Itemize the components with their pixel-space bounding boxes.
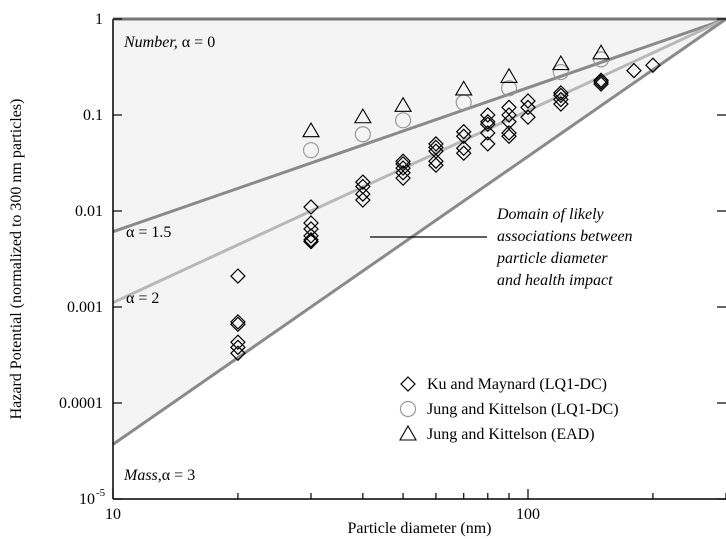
annotation-domain-line: and health impact	[497, 272, 613, 289]
point-diamond-28	[455, 140, 472, 157]
point-diamond-19	[395, 164, 411, 181]
point-diamond-8	[303, 221, 319, 237]
point-diamond-48	[593, 74, 609, 90]
y-tick-label: 1	[95, 11, 103, 28]
reference-line-alpha-1-5	[112, 17, 726, 234]
y-tick-label: 0.01	[75, 203, 103, 220]
point-diamond-5	[230, 345, 246, 362]
point-diamond-34	[479, 136, 496, 152]
point-diamond-27	[455, 128, 472, 145]
point-diamond-4	[230, 339, 246, 356]
reference-line-alpha-3	[112, 17, 726, 446]
point-diamond-33	[479, 125, 496, 141]
point-triangle-2	[394, 96, 413, 112]
point-diamond-2	[230, 316, 246, 333]
annotation-domain-line: Domain of likely	[496, 206, 605, 223]
point-diamond-12	[355, 174, 371, 190]
point-diamond-3	[230, 334, 246, 351]
y-tick-label-exp: 10	[79, 491, 95, 508]
point-triangle-3	[454, 80, 473, 96]
point-diamond-21	[428, 136, 444, 152]
point-diamond-46	[553, 96, 569, 112]
point-diamond-31	[479, 113, 496, 130]
point-diamond-16	[395, 153, 411, 170]
point-diamond-25	[428, 157, 444, 174]
y-tick-label: 0.0001	[59, 395, 103, 412]
point-diamond-20	[395, 170, 411, 186]
annotation-alpha-1-5: α = 1.5	[126, 224, 171, 241]
point-diamond-11	[303, 233, 319, 250]
point-diamond-47	[593, 72, 609, 89]
point-diamond-38	[501, 125, 517, 141]
point-diamond-50	[626, 62, 642, 79]
point-circle-1	[354, 126, 371, 143]
reference-lines	[112, 17, 726, 446]
point-diamond-41	[520, 99, 536, 116]
point-diamond-43	[553, 85, 569, 101]
legend-marker-triangle	[399, 424, 417, 441]
point-diamond-9	[303, 228, 319, 244]
point-circle-0	[302, 142, 320, 159]
point-diamond-49	[593, 76, 609, 92]
y-axis-title: Hazard Potential (normalized to 300 nm p…	[8, 99, 25, 420]
point-diamond-39	[501, 128, 517, 145]
point-diamond-51	[645, 57, 661, 74]
point-triangle-0	[302, 121, 320, 138]
annotation-number-alpha-0: Number, α = 0	[123, 34, 215, 51]
point-circle-4	[500, 80, 518, 97]
x-tick-label: 10	[105, 506, 121, 523]
point-diamond-42	[520, 109, 536, 125]
point-diamond-45	[553, 91, 569, 108]
point-diamond-44	[553, 87, 569, 104]
legend-label: Jung and Kittelson (LQ1-DC)	[427, 401, 619, 418]
legend-marker-diamond	[400, 376, 416, 392]
point-diamond-29	[455, 145, 472, 162]
point-diamond-0	[230, 268, 246, 284]
data-points	[230, 44, 661, 362]
y-tick-label: 0.1	[83, 107, 103, 124]
point-diamond-40	[520, 93, 536, 109]
y-tick-label: 0.001	[67, 299, 103, 316]
point-diamond-10	[303, 232, 319, 248]
point-diamond-30	[479, 107, 496, 123]
annotation-domain-line: particle diameter	[496, 250, 608, 267]
x-axis-title: Particle diameter (nm)	[348, 520, 492, 537]
point-diamond-1	[230, 314, 246, 330]
reference-line-alpha-2	[112, 17, 726, 304]
legend: Ku and Maynard (LQ1-DC) Jung and Kittelso…	[399, 376, 619, 443]
x-tick-label: 100	[516, 506, 540, 523]
legend-marker-circle	[399, 400, 417, 418]
point-triangle-5	[551, 54, 570, 71]
point-triangle-4	[500, 67, 518, 83]
legend-label: Ku and Maynard (LQ1-DC)	[427, 376, 607, 393]
annotation-domain-line: associations between	[497, 228, 633, 245]
axis-titles: Particle diameter (nm) Hazard Potential (…	[8, 99, 491, 537]
plot-frame	[112, 17, 726, 500]
legend-label: Jung and Kittelson (EAD)	[427, 426, 595, 443]
point-diamond-32	[479, 116, 496, 133]
point-circle-2	[394, 112, 412, 129]
point-diamond-7	[303, 215, 319, 231]
point-diamond-26	[455, 123, 472, 140]
annotations: Number, α = 0 α = 1.5 α = 2 Mass,α = 3 Domai…	[123, 34, 633, 484]
point-diamond-14	[355, 186, 371, 202]
point-diamond-18	[395, 160, 411, 176]
point-diamond-15	[355, 192, 371, 208]
axis-ticks	[112, 18, 726, 500]
point-diamond-36	[501, 107, 517, 123]
point-triangle-1	[353, 108, 372, 124]
point-diamond-24	[428, 153, 444, 170]
point-diamond-6	[303, 199, 319, 215]
point-circle-5	[552, 63, 569, 81]
point-triangle-6	[592, 44, 611, 60]
annotation-mass-alpha-3: Mass,α = 3	[123, 467, 195, 484]
annotation-alpha-2: α = 2	[126, 290, 159, 307]
y-tick-label-exp-superscript: -5	[96, 487, 106, 499]
